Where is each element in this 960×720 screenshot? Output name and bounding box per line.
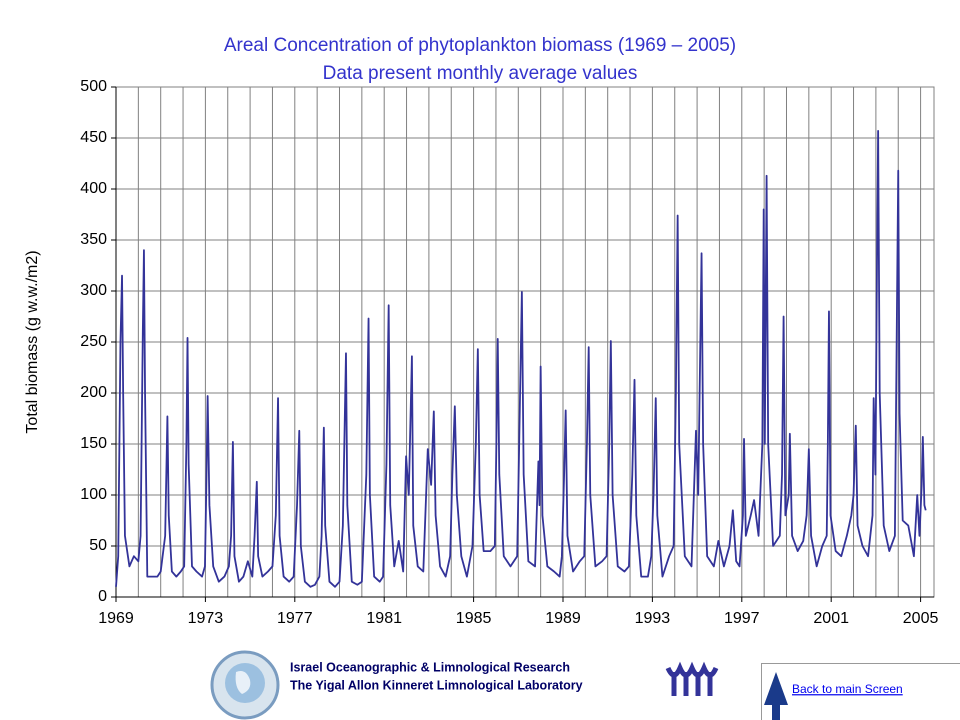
logo-right (665, 661, 719, 696)
y-tick-label: 150 (80, 435, 107, 452)
y-tick-label: 0 (98, 588, 107, 605)
back-link[interactable]: Back to main Screen (792, 682, 903, 696)
org-line1: Israel Oceanographic & Limnological Rese… (290, 660, 570, 674)
x-tick-label: 1989 (545, 610, 581, 627)
y-tick-label: 200 (80, 384, 107, 401)
y-tick-label: 50 (89, 537, 107, 554)
x-tick-label: 1969 (98, 610, 134, 627)
x-tick-label: 2005 (903, 610, 939, 627)
x-tick-label: 1985 (456, 610, 492, 627)
chart-subtitle: Data present monthly average values (323, 63, 638, 84)
y-tick-label: 350 (80, 231, 107, 248)
x-tick-label: 1997 (724, 610, 760, 627)
chart-title: Areal Concentration of phytoplankton bio… (224, 35, 736, 56)
y-tick-label: 400 (80, 180, 107, 197)
x-tick-label: 1973 (188, 610, 224, 627)
data-line (115, 129, 927, 588)
footer: Israel Oceanographic & Limnological Rese… (210, 650, 960, 720)
y-tick-label: 100 (80, 486, 107, 503)
y-tick-label: 450 (80, 129, 107, 146)
x-tick-label: 2001 (813, 610, 849, 627)
y-tick-label: 300 (80, 282, 107, 299)
x-tick-label: 1977 (277, 610, 313, 627)
x-tick-label: 1993 (635, 610, 671, 627)
y-axis-label: Total biomass (g w.w./m2) (24, 250, 41, 433)
logo-shape (235, 671, 251, 694)
org-line2: The Yigal Allon Kinneret Limnological La… (290, 678, 583, 692)
x-tick-label: 1981 (366, 610, 402, 627)
link-box (761, 663, 960, 720)
y-tick-label: 250 (80, 333, 107, 350)
plot-area: 0 50 100 150 200 250 300 350 400 450 500 1969 1973 19… (80, 78, 938, 627)
y-tick-label: 500 (80, 78, 107, 95)
up-arrow[interactable] (764, 672, 788, 720)
